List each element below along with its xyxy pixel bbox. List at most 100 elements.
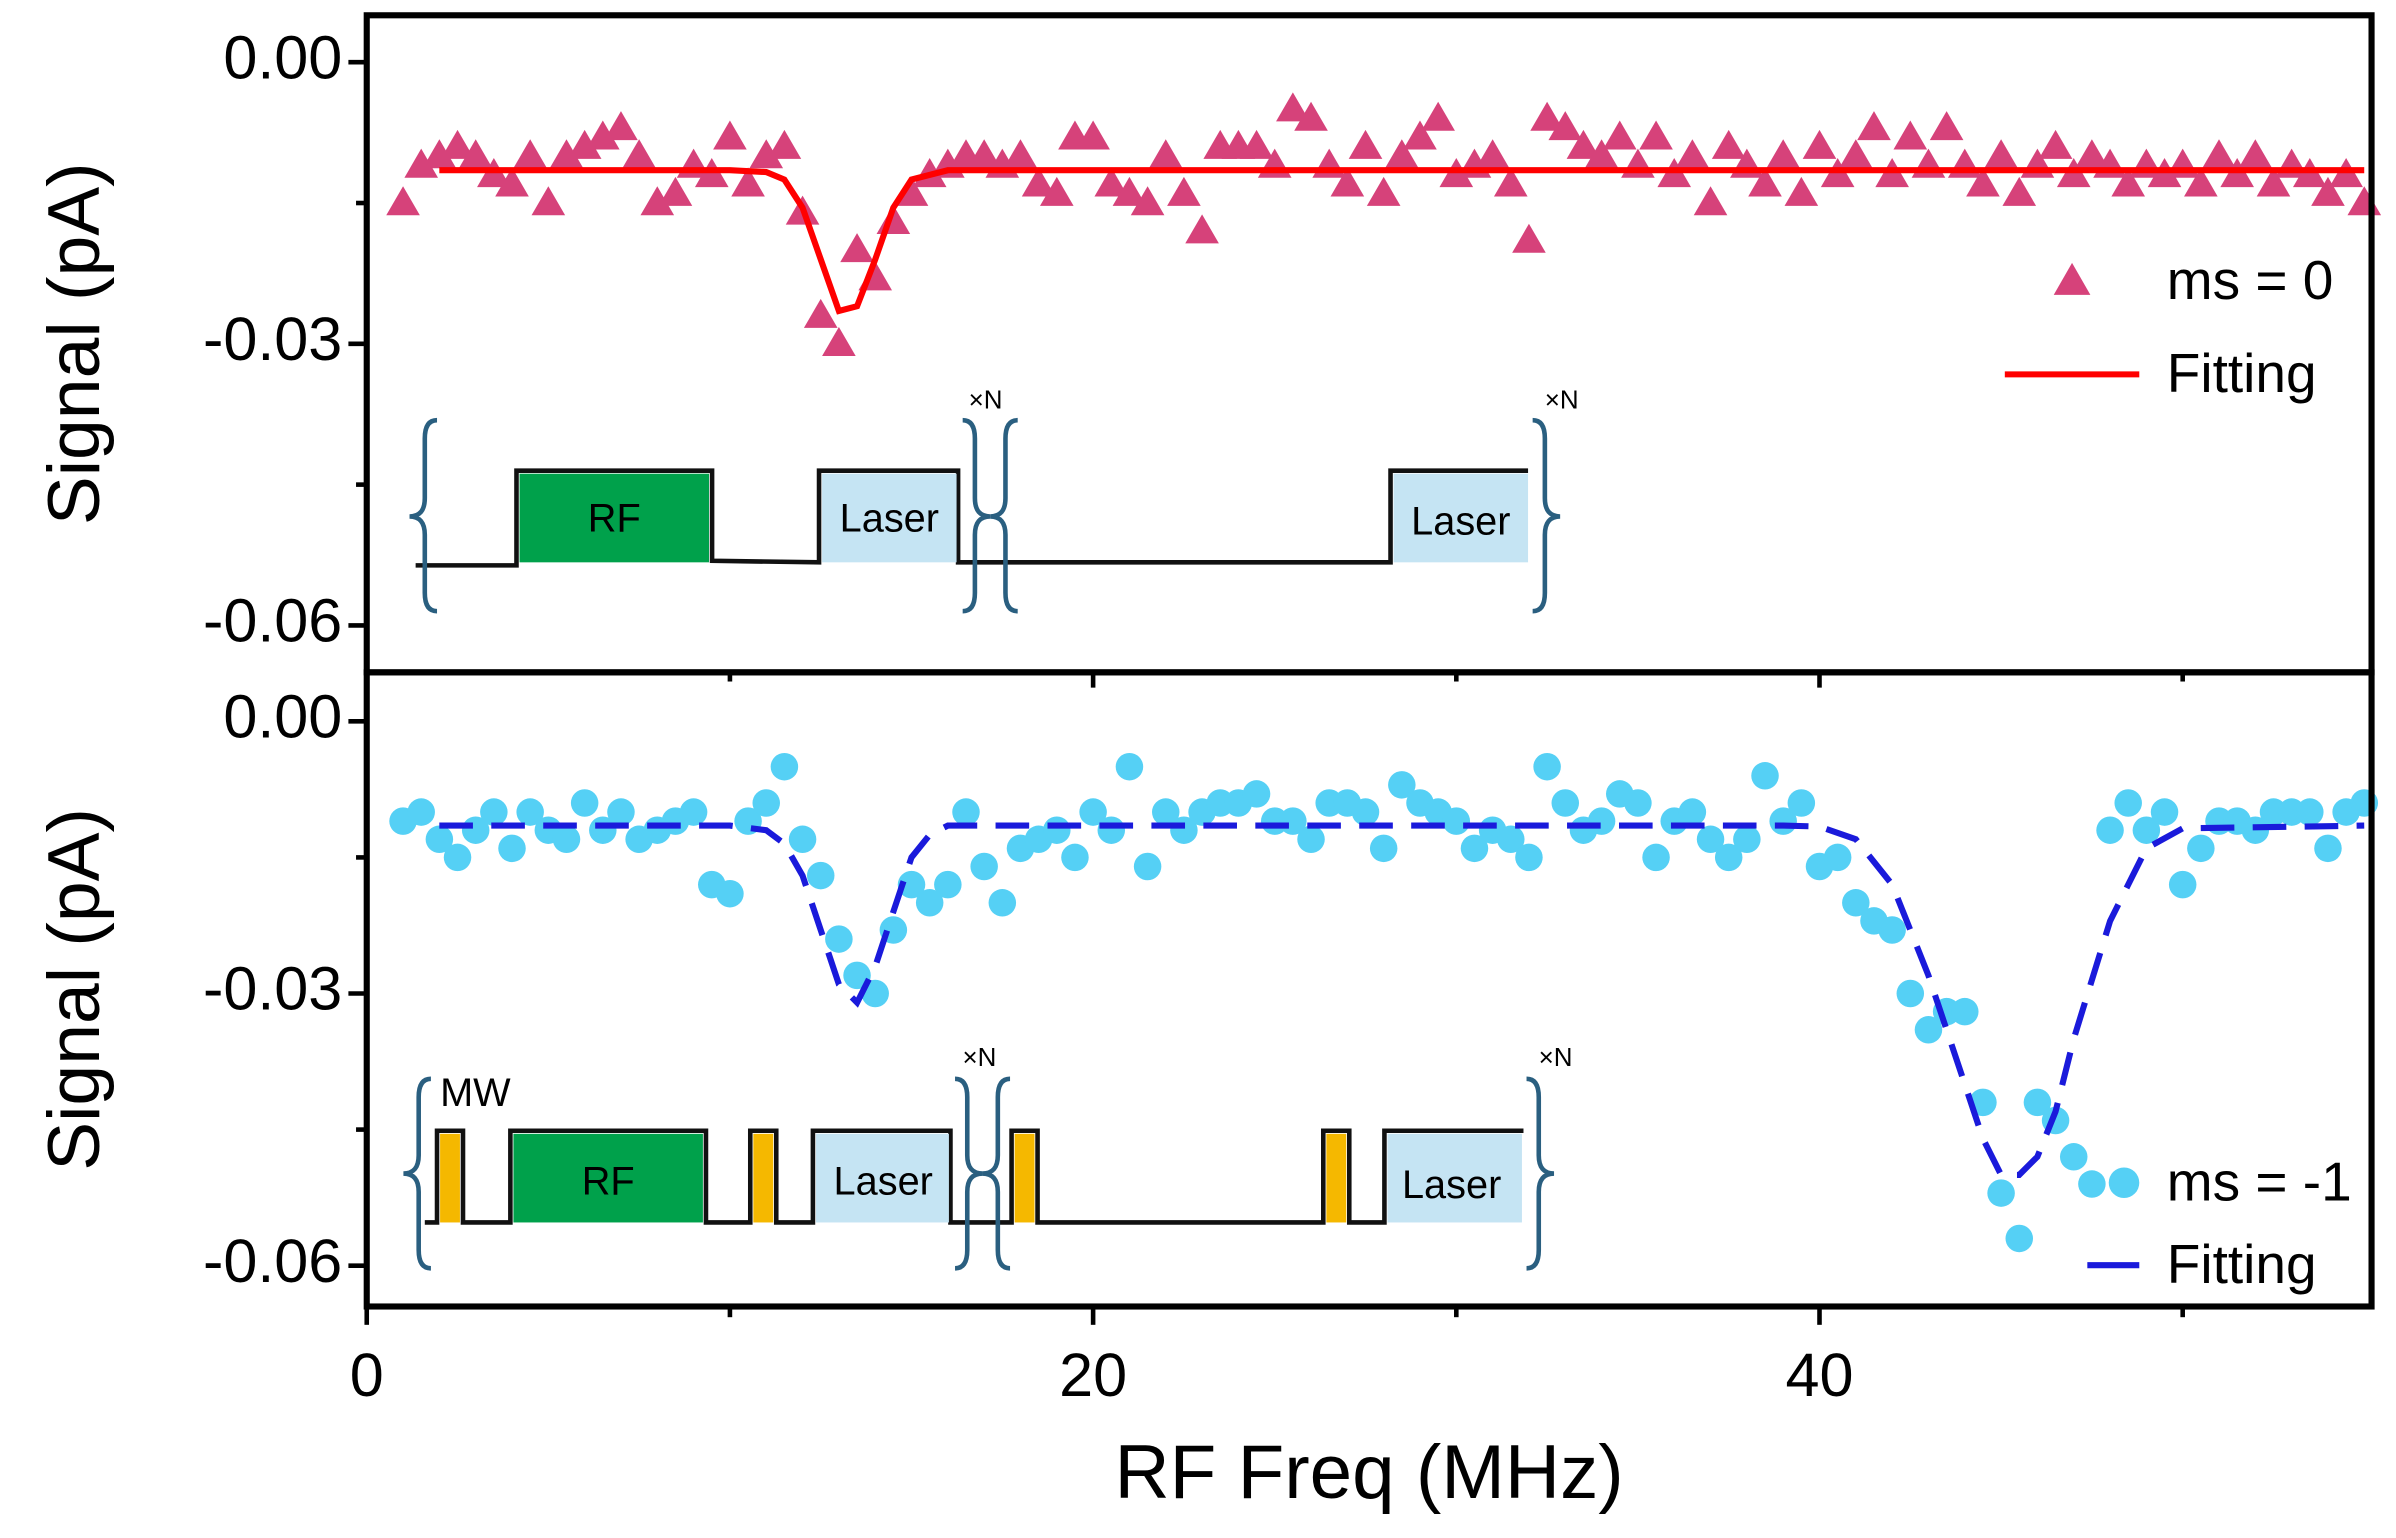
data-point xyxy=(2165,148,2200,178)
data-point xyxy=(1947,148,1982,178)
data-point xyxy=(2114,789,2142,817)
data-point xyxy=(495,167,529,197)
y-tick-label: 0.00 xyxy=(223,23,342,91)
data-point xyxy=(731,167,765,197)
data-point xyxy=(1839,139,1873,169)
data-point xyxy=(1043,816,1071,844)
pulse-sequence-bottom: MW RF Laser ×N Laser ×N xyxy=(403,1042,1573,1271)
data-point xyxy=(2168,870,2197,899)
data-point xyxy=(480,798,508,826)
data-point xyxy=(1842,889,1870,917)
data-point xyxy=(1512,223,1546,253)
data-point xyxy=(513,139,547,169)
data-point xyxy=(988,889,1017,917)
rf-pulse xyxy=(519,473,710,563)
data-point xyxy=(1294,101,1328,131)
data-point xyxy=(386,186,420,216)
x-tick-label: 20 xyxy=(1059,1341,1127,1409)
data-point xyxy=(2202,139,2236,169)
plot-frame xyxy=(363,669,2375,1310)
data-point xyxy=(1984,139,2018,169)
data-point xyxy=(404,148,439,178)
data-point xyxy=(2096,816,2124,844)
data-point xyxy=(1351,798,1380,826)
data-point xyxy=(1115,752,1144,781)
sequence-line xyxy=(415,468,1529,568)
data-point xyxy=(679,798,708,826)
data-point xyxy=(788,825,817,854)
brace xyxy=(954,1076,983,1271)
data-point xyxy=(604,111,638,141)
data-point xyxy=(1003,139,1038,169)
data-point xyxy=(1802,129,1837,159)
legend-symbol xyxy=(2053,262,2091,295)
inset-label: ×N xyxy=(1545,385,1579,415)
y-axis-label: Signal (pA) xyxy=(33,162,115,525)
data-point xyxy=(749,139,784,169)
data-point xyxy=(1133,852,1162,881)
inset-label: MW xyxy=(440,1071,511,1115)
laser-pulse xyxy=(822,473,957,563)
data-point xyxy=(1823,843,1852,872)
data-point xyxy=(1587,807,1616,835)
data-point xyxy=(1784,176,1819,206)
data-point xyxy=(825,925,853,953)
data-point xyxy=(2111,167,2146,197)
data-point xyxy=(443,843,472,872)
data-point xyxy=(1678,798,1707,826)
y-tick-label: 0.00 xyxy=(223,682,342,750)
data-point xyxy=(586,120,620,150)
data-point xyxy=(1388,771,1416,799)
data-point xyxy=(458,139,493,169)
data-point xyxy=(1696,825,1725,854)
data-point xyxy=(1385,139,1419,169)
data-point xyxy=(822,327,856,357)
data-point xyxy=(2023,1088,2052,1117)
data-point xyxy=(1148,139,1183,169)
brace xyxy=(962,417,991,614)
data-point xyxy=(1751,762,1779,790)
x-tick-label: 40 xyxy=(1786,1341,1854,1409)
data-point xyxy=(1460,834,1489,863)
y-tick-label: -0.06 xyxy=(203,587,342,655)
data-point xyxy=(1403,120,1437,150)
legend-label: ms = 0 xyxy=(2167,249,2334,311)
data-point xyxy=(1878,916,1906,944)
data-point xyxy=(1548,111,1583,141)
data-point xyxy=(622,139,656,169)
data-point xyxy=(1602,120,1637,150)
data-point xyxy=(516,798,544,826)
data-point xyxy=(1130,186,1165,216)
data-point xyxy=(1987,1179,2015,1207)
brace xyxy=(403,1076,432,1271)
data-point xyxy=(658,176,693,206)
data-point xyxy=(1348,129,1383,159)
data-point xyxy=(894,176,929,206)
sequence-line xyxy=(424,1128,1524,1225)
data-point xyxy=(1097,816,1126,844)
data-point xyxy=(570,789,599,817)
data-point xyxy=(498,834,526,863)
data-point xyxy=(1533,752,1561,781)
data-point xyxy=(1242,780,1271,808)
data-point xyxy=(1167,176,1201,206)
mw-pulse xyxy=(1014,1133,1035,1223)
data-point xyxy=(1094,167,1129,197)
data-point xyxy=(2256,167,2291,197)
data-point xyxy=(1966,167,2000,197)
brace xyxy=(1532,417,1561,614)
data-point xyxy=(1021,167,1056,197)
data-point xyxy=(2002,176,2037,206)
data-point xyxy=(1639,120,1673,150)
data-point xyxy=(1766,139,1800,169)
data-point xyxy=(1566,129,1601,159)
data-point xyxy=(2347,186,2382,216)
data-point xyxy=(1493,167,1528,197)
data-point xyxy=(967,139,1001,169)
data-point xyxy=(1551,789,1580,817)
x-axis-label: RF Freq (MHz) xyxy=(1115,1430,1624,1515)
data-point xyxy=(1185,214,1219,244)
data-point xyxy=(1442,807,1471,835)
